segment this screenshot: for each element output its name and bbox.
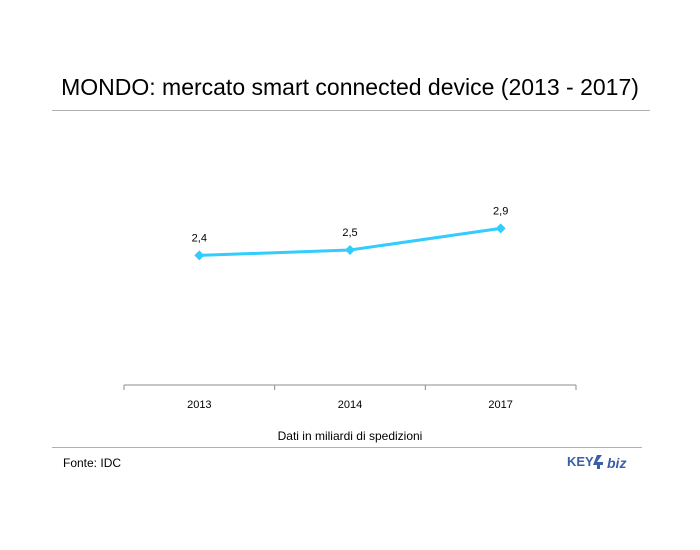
title-divider	[52, 110, 650, 111]
svg-text:biz: biz	[607, 455, 626, 471]
key4biz-logo: KEY biz	[567, 454, 626, 471]
svg-text:KEY: KEY	[567, 454, 594, 469]
data-label: 2,4	[192, 232, 207, 244]
chart-title: MONDO: mercato smart connected device (2…	[61, 74, 639, 100]
data-label: 2,9	[493, 205, 508, 217]
data-point	[194, 250, 205, 261]
x-axis-caption: Dati in miliardi di spedizioni	[277, 429, 423, 443]
x-tick-label: 2014	[338, 399, 362, 411]
data-label: 2,5	[342, 227, 357, 239]
data-point	[495, 223, 506, 234]
footer-divider	[52, 447, 642, 448]
x-tick-label: 2017	[488, 399, 512, 411]
source-note: Fonte: IDC	[63, 456, 122, 470]
x-tick-label: 2013	[187, 399, 211, 411]
data-point	[345, 245, 355, 255]
